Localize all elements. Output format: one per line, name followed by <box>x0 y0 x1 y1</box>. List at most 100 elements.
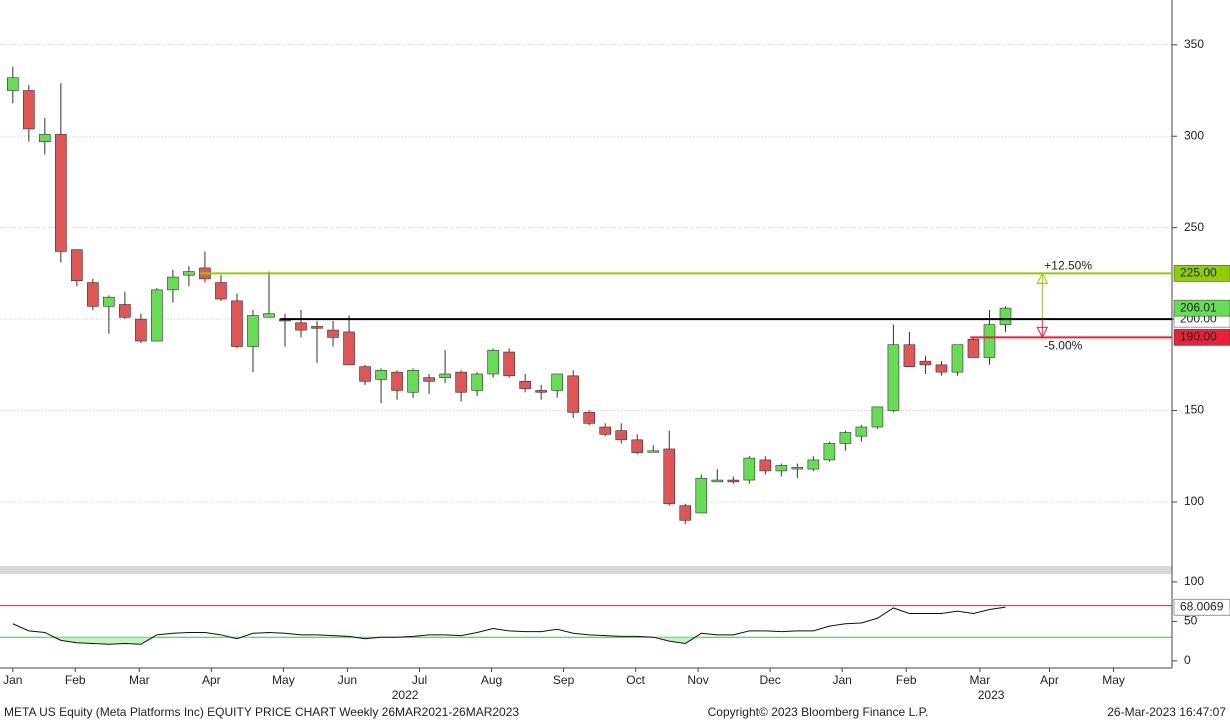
x-tick-label: Mar <box>129 673 150 687</box>
rsi-last-label: 68.0069 <box>1180 599 1224 613</box>
candle-body <box>135 318 147 342</box>
candle-body <box>119 304 131 318</box>
y-tick-label: 0 <box>1184 653 1191 667</box>
x-tick-label: Aug <box>481 673 502 687</box>
x-tick-label: Feb <box>896 673 917 687</box>
x-tick-label: Oct <box>626 673 645 687</box>
x-tick-label: Apr <box>1040 673 1059 687</box>
candle-body <box>775 465 788 472</box>
candle-body <box>439 373 451 378</box>
x-tick-label: May <box>1102 673 1125 687</box>
candle-body <box>759 459 772 472</box>
level-change: -5.00% <box>1044 339 1082 353</box>
y-tick-label: 300 <box>1184 128 1204 142</box>
footer-center: Copyright© 2023 Bloomberg Finance L.P. <box>708 705 929 719</box>
candle-body <box>887 344 900 411</box>
candle-body <box>295 322 307 331</box>
y-tick-label: 100 <box>1184 574 1204 588</box>
candle-body <box>903 344 916 367</box>
level-change: +12.50% <box>1044 259 1092 273</box>
candle-body <box>487 349 499 375</box>
candle-body <box>567 375 579 413</box>
candle-body <box>535 390 547 393</box>
candle-body <box>215 282 227 300</box>
candle-body <box>247 315 259 347</box>
candle-body <box>167 276 179 291</box>
candle-body <box>647 450 660 453</box>
candle-body <box>599 426 612 435</box>
level-label: 225.00 <box>1180 266 1217 280</box>
candle-body <box>327 329 339 338</box>
candle-body <box>823 443 836 461</box>
candle-body <box>727 479 740 483</box>
candle-body <box>631 439 644 453</box>
candle-body <box>743 457 756 481</box>
candle-body <box>583 412 596 424</box>
candle-body <box>407 370 419 393</box>
candle-body <box>807 459 820 470</box>
level-arrowhead <box>1036 272 1049 284</box>
x-tick-label: Mar <box>970 673 991 687</box>
y-tick-label: 350 <box>1184 37 1204 51</box>
candle-body <box>615 430 628 441</box>
candle-body <box>263 313 275 318</box>
candle-body <box>375 370 387 380</box>
x-tick-label: Jul <box>412 673 427 687</box>
candle-body <box>87 282 99 307</box>
y-tick-label: 150 <box>1184 403 1204 417</box>
candle-body <box>503 351 515 377</box>
y-tick-label: 100 <box>1184 494 1204 508</box>
year-label: 2023 <box>978 688 1005 702</box>
candle-body <box>919 360 932 366</box>
candle-body <box>855 426 868 437</box>
candle-body <box>343 331 355 366</box>
level-label-box <box>1173 265 1230 282</box>
x-tick-label: Jan <box>3 673 22 687</box>
oversold-fill <box>12 637 1006 645</box>
candle-body <box>935 364 948 373</box>
candle-body <box>471 373 483 391</box>
candle-body <box>183 271 195 276</box>
x-tick-label: Apr <box>202 673 221 687</box>
rsi-last-label-box <box>1173 598 1230 616</box>
candle-body <box>103 296 115 307</box>
footer-left: META US Equity (Meta Platforms Inc) EQUI… <box>4 705 519 719</box>
x-tick-label: Sep <box>553 673 575 687</box>
candle-body <box>967 338 980 358</box>
candle-body <box>71 249 83 282</box>
candle-body <box>39 134 51 143</box>
candle-body <box>839 432 852 444</box>
candle-body <box>151 289 163 342</box>
candle-body <box>711 479 724 483</box>
candle-body <box>7 77 19 91</box>
candle-body <box>311 326 323 329</box>
candle-body <box>551 373 563 391</box>
y-tick-label: 250 <box>1184 220 1204 234</box>
x-tick-label: Nov <box>687 673 708 687</box>
candle-body <box>455 371 467 393</box>
candle-body <box>695 477 708 514</box>
year-label: 2022 <box>392 688 419 702</box>
candle-body <box>663 448 676 505</box>
x-tick-label: May <box>272 673 295 687</box>
last-price-label-box <box>1173 299 1230 317</box>
candle-body <box>951 344 964 373</box>
panel-divider <box>0 566 1172 574</box>
level-label: 190.00 <box>1180 330 1217 344</box>
candle-body <box>999 307 1012 325</box>
candle-body <box>55 134 67 252</box>
candle-body <box>23 90 35 130</box>
level-arrowhead <box>1036 326 1049 339</box>
candle-body <box>231 300 243 347</box>
x-tick-label: Dec <box>759 673 780 687</box>
candle-body <box>871 406 884 428</box>
level-label-box <box>1173 329 1230 346</box>
x-tick-label: Jan <box>832 673 851 687</box>
last-price-label: 206.01 <box>1180 300 1217 314</box>
x-tick-label: Jun <box>338 673 357 687</box>
candle-body <box>359 366 371 382</box>
candle-body <box>791 466 804 470</box>
footer-right: 26-Mar-2023 16:47:07 <box>1107 705 1226 719</box>
rsi-line <box>12 606 1006 645</box>
candle-body <box>391 371 403 391</box>
